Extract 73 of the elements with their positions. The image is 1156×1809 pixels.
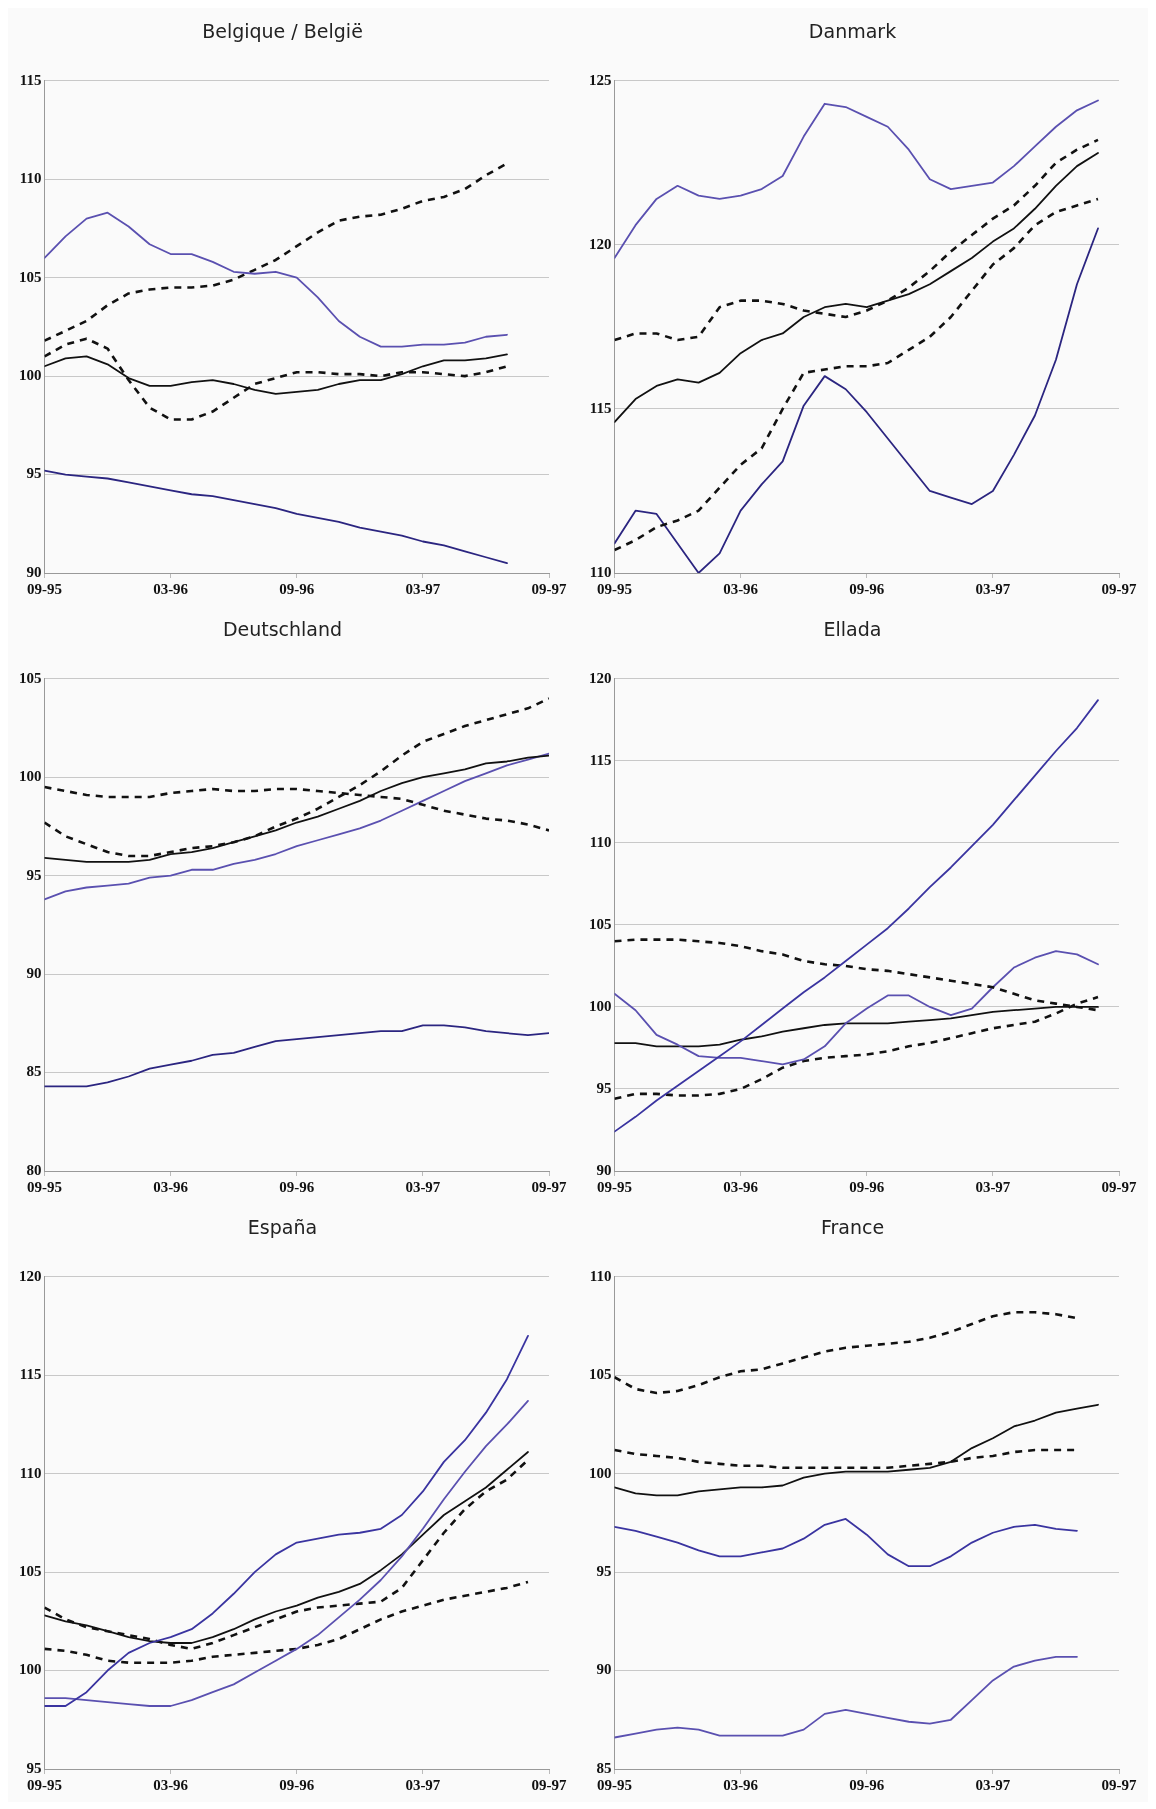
x-tick-label: 09-96 [279, 580, 315, 597]
y-tick-label: 115 [589, 399, 612, 416]
y-tick-label: 85 [26, 1063, 42, 1080]
chart-title: Deutschland [222, 618, 343, 641]
x-tick-label: 03-96 [723, 1776, 759, 1793]
y-tick-label: 110 [589, 833, 612, 850]
x-tick-label: 03-96 [723, 580, 759, 597]
x-tick-label: 03-96 [153, 580, 189, 597]
y-tick-label: 80 [26, 1161, 42, 1178]
y-tick-label: 105 [589, 915, 612, 932]
y-tick-label: 90 [26, 964, 42, 981]
chart-title: España [247, 1216, 318, 1239]
y-tick-label: 115 [19, 1366, 42, 1383]
y-tick-label: 100 [19, 768, 42, 785]
y-tick-label: 120 [589, 235, 612, 252]
y-tick-label: 100 [19, 366, 42, 383]
x-tick-label: 09-96 [279, 1776, 315, 1793]
y-tick-label: 90 [596, 1161, 612, 1178]
y-tick-label: 95 [26, 1759, 42, 1776]
y-tick-label: 95 [596, 1079, 612, 1096]
x-tick-label: 09-96 [279, 1178, 315, 1195]
x-tick-label: 09-97 [531, 1178, 567, 1195]
y-tick-label: 100 [589, 1464, 612, 1481]
y-tick-label: 95 [26, 465, 42, 482]
chart-title: Belgique / België [202, 20, 363, 43]
y-tick-label: 95 [596, 1562, 612, 1579]
y-tick-label: 110 [19, 1464, 42, 1481]
x-tick-label: 09-95 [27, 580, 62, 597]
y-tick-label: 100 [19, 1661, 42, 1678]
x-tick-label: 09-95 [597, 1776, 632, 1793]
x-tick-label: 09-95 [27, 1776, 62, 1793]
x-tick-label: 03-97 [405, 1178, 441, 1195]
x-tick-label: 03-97 [975, 1776, 1011, 1793]
line-series [44, 1580, 530, 1664]
x-tick-label: 03-97 [405, 1776, 441, 1793]
x-tick-label: 03-96 [153, 1178, 189, 1195]
x-tick-label: 03-96 [153, 1776, 189, 1793]
y-tick-label: 125 [589, 71, 612, 88]
y-tick-label: 90 [596, 1661, 612, 1678]
x-tick-label: 09-96 [849, 580, 885, 597]
x-tick-label: 09-97 [531, 580, 567, 597]
y-tick-label: 110 [19, 170, 42, 187]
chart-title: Danmark [808, 20, 897, 43]
x-tick-label: 03-97 [405, 580, 441, 597]
x-tick-label: 09-95 [27, 1178, 62, 1195]
x-tick-label: 09-95 [597, 1178, 632, 1195]
line-series [44, 337, 509, 421]
y-tick-label: 105 [19, 1562, 42, 1579]
y-tick-label: 120 [589, 669, 612, 686]
x-tick-label: 03-97 [975, 1178, 1011, 1195]
x-tick-label: 03-96 [723, 1178, 759, 1195]
y-tick-label: 115 [19, 71, 42, 88]
x-tick-label: 03-97 [975, 580, 1011, 597]
x-tick-label: 09-97 [1101, 1776, 1137, 1793]
x-tick-label: 09-96 [849, 1178, 885, 1195]
y-tick-label: 110 [589, 1267, 612, 1284]
y-tick-label: 95 [26, 866, 42, 883]
chart-title: France [820, 1216, 885, 1239]
x-tick-label: 09-95 [597, 580, 632, 597]
y-tick-label: 120 [19, 1267, 42, 1284]
y-tick-label: 105 [19, 669, 42, 686]
y-tick-label: 115 [589, 751, 612, 768]
y-tick-label: 85 [596, 1759, 612, 1776]
y-tick-label: 110 [589, 563, 612, 580]
y-tick-label: 105 [19, 268, 42, 285]
x-tick-label: 09-97 [1101, 580, 1137, 597]
y-tick-label: 90 [26, 563, 42, 580]
y-tick-label: 105 [589, 1366, 612, 1383]
x-tick-label: 09-96 [849, 1776, 885, 1793]
y-tick-label: 100 [589, 997, 612, 1014]
x-tick-label: 09-97 [531, 1776, 567, 1793]
chart-title: Ellada [823, 618, 882, 641]
x-tick-label: 09-97 [1101, 1178, 1137, 1195]
